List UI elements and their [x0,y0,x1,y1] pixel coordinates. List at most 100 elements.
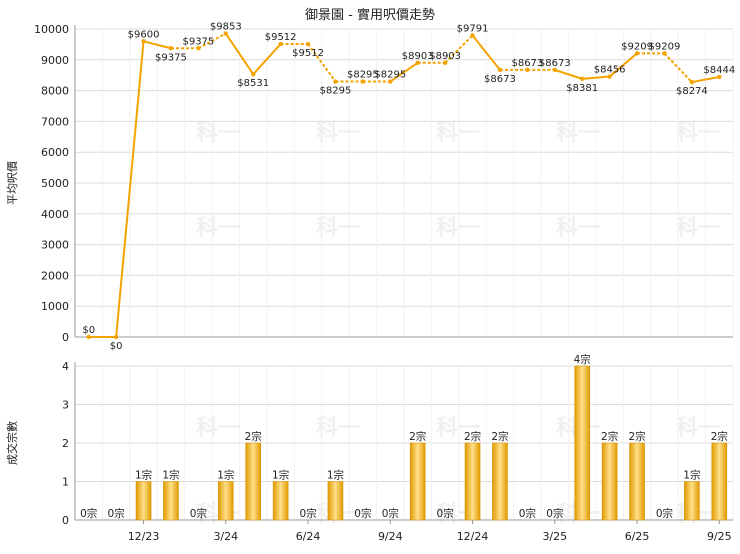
price-data-label: $8531 [237,78,269,89]
price-data-label: $8381 [566,83,598,94]
price-y-tick-label: 0 [62,331,69,344]
volume-y-tick-label: 4 [62,360,69,373]
volume-bar [464,442,481,521]
volume-data-label: 0宗 [299,507,316,520]
price-point [223,31,228,36]
price-y-tick-label: 2000 [41,269,69,282]
price-data-label: $8295 [347,70,379,81]
price-line-segment [608,52,638,78]
price-point [662,51,667,56]
volume-bar [711,442,728,521]
price-point [470,33,475,38]
price-y-tick-label: 3000 [41,239,69,252]
volume-data-label: 0宗 [80,507,97,520]
price-data-label: $9853 [210,22,242,33]
watermark-text: 科一 [676,416,720,441]
price-point [168,46,174,51]
price-data-label: $9375 [155,52,187,63]
price-point [141,39,146,44]
price-point [360,79,366,84]
price-data-label: $9375 [182,36,214,47]
volume-data-label: 0宗 [190,507,207,520]
x-tick-label: 6/25 [625,530,650,543]
volume-bar [492,442,508,521]
watermark-text: 科一 [676,121,720,146]
price-point [689,79,695,85]
price-data-label: $0 [82,325,95,336]
volume-data-label: 2宗 [491,430,508,443]
price-data-label: $9600 [128,29,160,40]
volume-y-tick-label: 2 [62,437,69,450]
price-line-segment [115,41,145,338]
price-line-segment [197,32,227,50]
price-chart: 0 1000 2000 3000 4000 5000 6000 7000 8000 9000 100… [5,22,735,352]
x-tick-label: 9/24 [378,530,403,543]
price-point [113,334,119,340]
x-tick-label: 9/25 [707,530,732,543]
price-point [552,67,557,73]
price-point [497,67,503,73]
price-line-segment [444,34,474,64]
price-data-label: $8673 [484,74,516,85]
price-point [415,60,420,65]
price-point [442,60,448,65]
watermark-text: 科一 [436,121,480,146]
volume-data-label: 0宗 [354,507,371,520]
price-data-label: $9512 [265,32,297,43]
watermark-text: 科一 [316,416,360,441]
x-tick-label: 3/25 [542,530,567,543]
price-y-tick-label: 1000 [41,300,69,313]
volume-data-label: 1宗 [327,469,344,482]
price-line-segment [252,43,282,75]
volume-bar [327,481,344,521]
volume-bar [601,442,618,521]
watermark-text: 科一 [556,216,600,241]
price-point [525,67,530,73]
price-data-label: $8295 [320,86,352,97]
volume-data-label: 0宗 [382,507,399,520]
price-point [86,334,91,340]
price-data-label: $8673 [539,58,571,69]
watermark-text: 科一 [196,121,240,146]
watermark-text: 科一 [676,216,720,241]
price-line-segment [582,75,610,80]
volume-data-label: 0宗 [108,507,125,520]
price-line-segment [224,32,255,75]
price-point [333,79,338,84]
volume-data-label: 2宗 [601,430,618,443]
price-line-segment [663,52,693,83]
watermark-text: 科一 [316,121,360,146]
volume-y-axis-label: 成交宗數 [5,421,19,465]
watermark-text: 科一 [436,216,480,241]
chart-title: 御景園 - 實用呎價走勢 [305,7,435,23]
price-point [634,51,640,56]
price-line-segment [691,75,720,84]
volume-data-label: 4宗 [574,353,591,366]
price-point [607,74,612,79]
volume-y-tick-label: 3 [62,399,69,412]
volume-data-label: 1宗 [683,469,700,482]
volume-bar [218,481,234,521]
volume-data-label: 0宗 [656,507,673,520]
volume-data-label: 1宗 [162,469,179,482]
volume-bar [409,442,426,521]
watermark-text: 科一 [316,216,360,241]
volume-bar [163,481,179,521]
price-point [251,72,256,77]
price-data-label: $9209 [649,41,681,52]
price-point [278,41,283,47]
watermark-text: 科一 [556,121,600,146]
price-data-label: $0 [110,341,123,352]
volume-data-label: 2宗 [409,430,426,443]
volume-data-label: 0宗 [519,507,536,520]
volume-data-label: 0宗 [546,507,563,520]
price-line-segment [143,40,172,50]
price-line-segment [389,61,419,83]
price-data-label: $8274 [676,86,708,97]
volume-bar [629,442,645,521]
price-y-tick-label: 9000 [41,54,69,67]
volume-bar [245,442,261,521]
volume-data-label: 1宗 [135,469,152,482]
